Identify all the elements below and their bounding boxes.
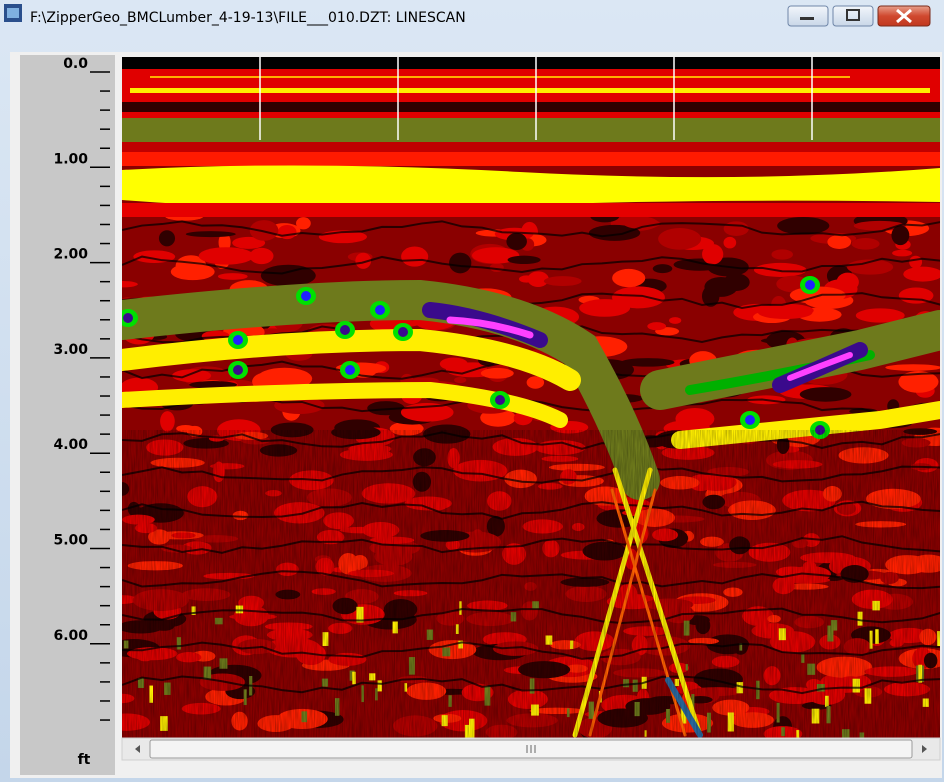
texture-blob (892, 250, 912, 257)
reflector-spot (495, 395, 505, 405)
reflector-spot (805, 280, 815, 290)
minimize-button[interactable] (788, 6, 828, 26)
band-red (122, 203, 940, 217)
reflector-spot (340, 325, 350, 335)
window-title: F:\ZipperGeo_BMCLumber_4-19-13\FILE___01… (30, 10, 466, 26)
texture-blob (724, 237, 737, 249)
reflector-spot (123, 313, 133, 323)
depth-label: 2.00 (53, 247, 88, 263)
app-icon-inner (7, 8, 19, 18)
window: F:\ZipperGeo_BMCLumber_4-19-13\FILE___01… (0, 0, 944, 782)
texture-blob (544, 276, 582, 286)
texture-blob (440, 357, 468, 370)
texture-blob (851, 238, 879, 250)
texture-blob (296, 217, 311, 229)
texture-blob (449, 253, 471, 274)
texture-blob (481, 368, 514, 379)
texture-blob (653, 264, 673, 273)
reflector-spot (301, 291, 311, 301)
texture-blob (704, 277, 737, 297)
texture-blob (771, 249, 793, 259)
texture-blob (579, 299, 630, 317)
texture-blob (508, 256, 541, 264)
texture-blob (199, 247, 254, 264)
texture-blob (278, 225, 297, 239)
band-yellow-streak (150, 76, 850, 78)
texture-blob (885, 364, 941, 371)
texture-blob (669, 317, 681, 324)
texture-blob (724, 221, 749, 236)
texture-blob (909, 256, 922, 269)
reflector-spot (375, 305, 385, 315)
reflector-spot (233, 365, 243, 375)
texture-blob (160, 411, 175, 431)
texture-blob (800, 387, 852, 402)
depth-label: 4.00 (53, 437, 88, 453)
reflector-spot (745, 415, 755, 425)
minimize-glyph (800, 17, 814, 20)
depth-label: 6.00 (53, 628, 88, 644)
band-red (122, 69, 940, 102)
depth-label: 0.0 (63, 56, 88, 72)
band-surface (122, 57, 940, 69)
band-red (122, 142, 940, 152)
texture-blob (903, 267, 942, 282)
depth-label: 3.00 (53, 342, 88, 358)
band-dark (122, 102, 940, 112)
texture-blob (401, 247, 428, 267)
linescan-image (103, 57, 944, 753)
band-yellow-streak (130, 88, 930, 93)
texture-blob (647, 322, 666, 330)
texture-blob (758, 306, 812, 319)
texture-blob (702, 244, 723, 264)
reflector-spot (233, 335, 243, 345)
texture-blob (777, 217, 829, 235)
image-noise (122, 430, 940, 738)
texture-blob (172, 369, 211, 382)
depth-label: 5.00 (53, 533, 88, 549)
band-red (122, 152, 940, 166)
texture-blob (186, 231, 236, 237)
band-olive (122, 118, 940, 142)
texture-blob (675, 408, 714, 429)
texture-blob (159, 230, 175, 246)
texture-blob (891, 225, 909, 245)
reflector-spot (345, 365, 355, 375)
texture-blob (218, 273, 248, 280)
texture-blob (506, 233, 527, 250)
reflector-spot (398, 327, 408, 337)
texture-blob (454, 377, 466, 383)
depth-unit: ft (78, 752, 91, 768)
texture-blob (519, 275, 534, 282)
texture-blob (658, 228, 701, 250)
texture-blob (527, 376, 544, 388)
texture-blob (612, 269, 645, 287)
band-red (122, 112, 940, 118)
depth-label: 1.00 (53, 151, 88, 167)
texture-blob (827, 235, 851, 249)
